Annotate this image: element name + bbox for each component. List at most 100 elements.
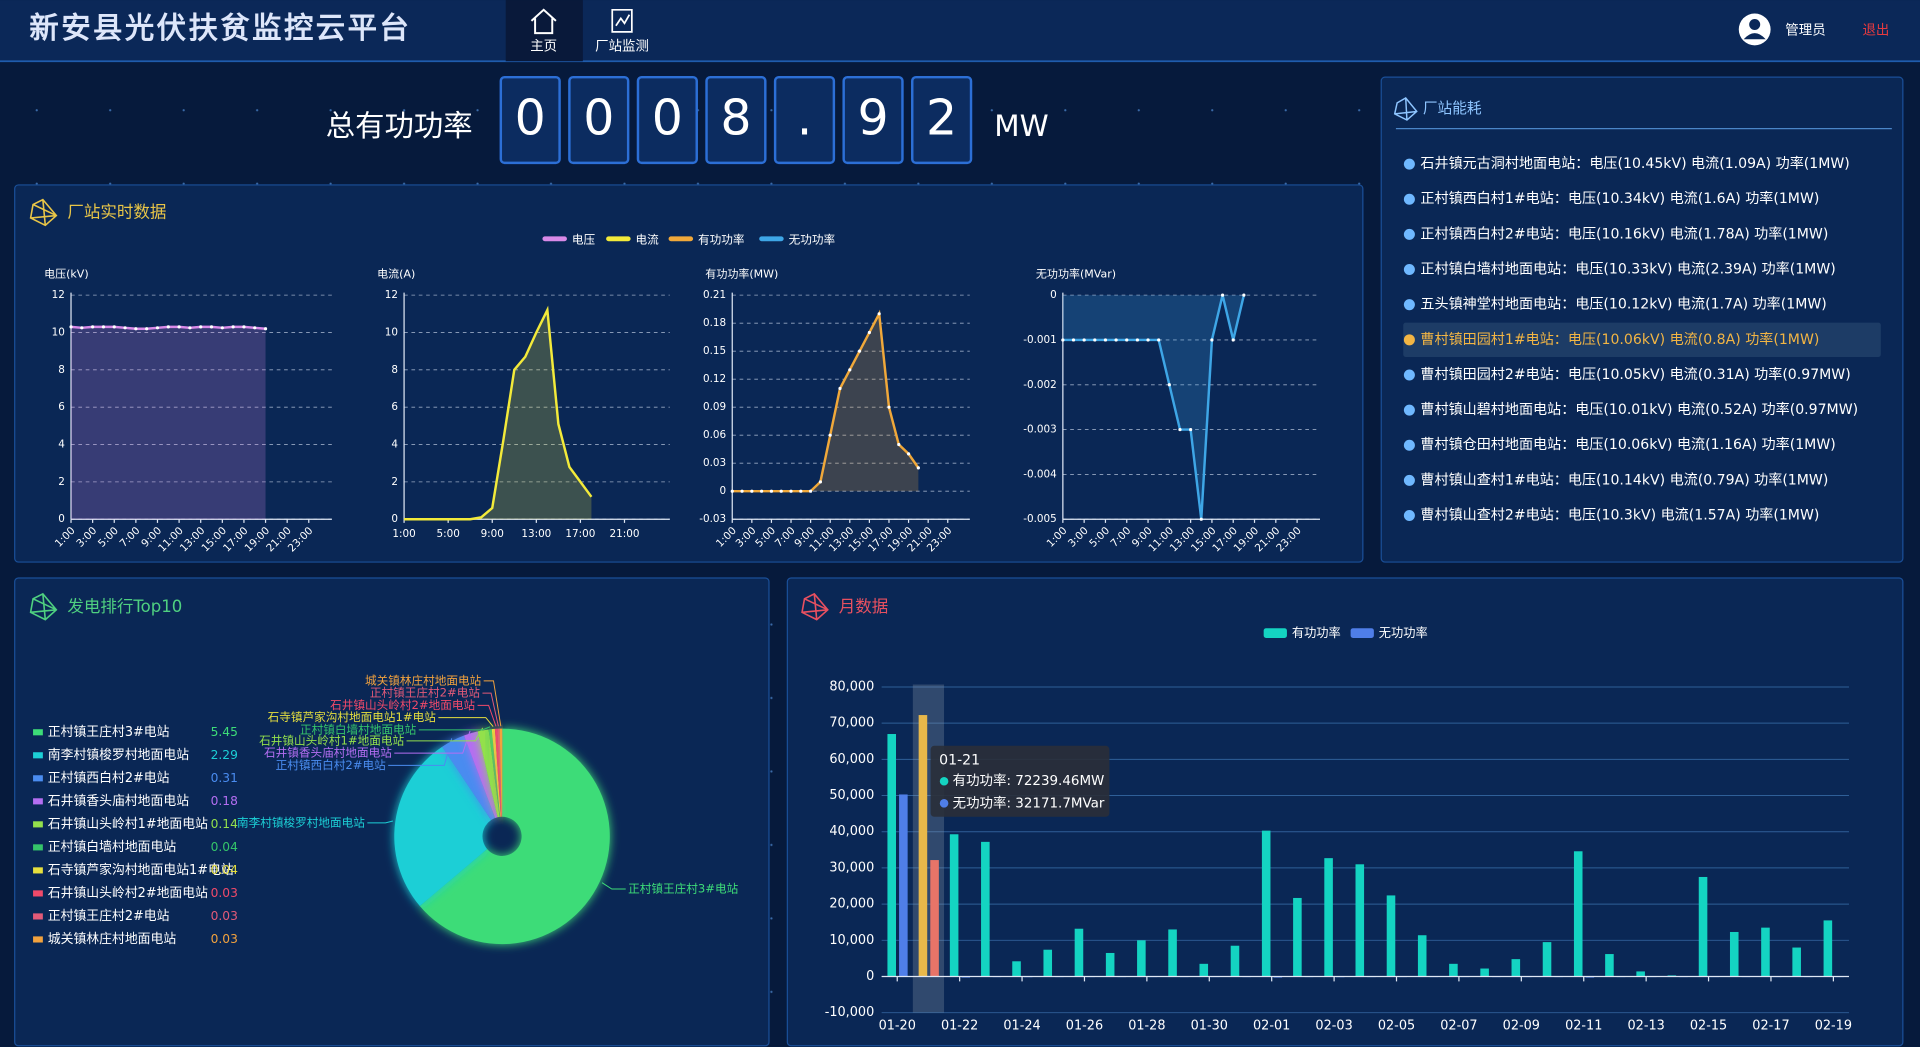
pie-slice	[419, 728, 610, 945]
y-tick-label: 0	[866, 969, 874, 984]
y-tick-label: 0.18	[703, 317, 726, 329]
y-tick-label: -0.005	[1023, 513, 1057, 525]
point	[828, 433, 832, 437]
y-tick-label: -0.001	[1023, 334, 1057, 346]
area	[1062, 295, 1244, 520]
user-name: 管理员	[1785, 23, 1825, 39]
point	[730, 489, 734, 493]
bar	[1573, 851, 1583, 977]
station-item: 曹村镇田园村1#电站：电压(10.06kV) 电流(0.8A) 功率(1MW)	[1420, 331, 1819, 348]
legend-value: 0.03	[211, 886, 238, 900]
legend-value: 5.45	[211, 725, 238, 739]
y-tick-label: 12	[52, 289, 65, 301]
digit: .	[797, 90, 813, 147]
point	[80, 326, 84, 330]
point	[1178, 427, 1182, 432]
bar	[981, 841, 990, 977]
area	[71, 326, 266, 520]
y-tick-label: 60,000	[829, 752, 874, 767]
slice-label: 城关镇林庄村地面电站	[365, 673, 482, 687]
y-tick-label: 8	[58, 364, 65, 376]
x-tick-label: 02-19	[1815, 1019, 1852, 1034]
pie-slice	[464, 731, 498, 819]
point	[123, 326, 127, 330]
y-tick-label: 4	[58, 439, 65, 451]
logout[interactable]: 退出	[1862, 23, 1889, 39]
legend-label: 正村镇王庄村2#电站	[48, 908, 170, 924]
bar	[1511, 959, 1521, 977]
bar	[1636, 971, 1645, 977]
point	[1210, 338, 1214, 342]
bar	[1542, 942, 1552, 977]
station-item: 曹村镇田园村2#电站：电压(10.05kV) 电流(0.31A) 功率(0.97…	[1420, 366, 1850, 383]
list-dot	[1403, 264, 1415, 276]
hover-band	[912, 684, 945, 1013]
y-tick-label: 10	[52, 326, 65, 338]
y-tick-label: 0.06	[703, 429, 726, 441]
app-title: 新安县光伏扶贫监控云平台	[29, 11, 411, 45]
y-tick-label: 0	[719, 485, 726, 497]
y-tick-label: 10	[385, 326, 398, 338]
station-item: 曹村镇山查村1#电站：电压(10.14kV) 电流(0.79A) 功率(1MW)	[1420, 471, 1828, 488]
pie-slice	[494, 728, 502, 817]
pie-slice	[394, 746, 492, 906]
user-avatar-body	[1743, 33, 1766, 40]
y-tick-label: 0	[391, 513, 398, 525]
label-line	[601, 882, 626, 890]
y-tick-label: 0.15	[703, 345, 726, 357]
panel-ranking	[14, 577, 770, 1047]
label-line	[483, 680, 502, 727]
list-dot	[1403, 474, 1415, 486]
label-line	[418, 726, 491, 731]
bar	[1729, 931, 1739, 977]
y-tick-label: 0.03	[703, 457, 726, 469]
panel-title: 月数据	[839, 597, 889, 616]
y-tick-label: 12	[385, 289, 398, 301]
panel-icon	[801, 592, 829, 621]
point	[916, 466, 920, 470]
area	[404, 310, 592, 520]
point	[818, 480, 822, 484]
slice-label: 正村镇白墙村地面电站	[300, 722, 417, 736]
bar	[1823, 920, 1833, 977]
legend-marker	[33, 775, 43, 782]
station-item: 石井镇元古洞村地面电站：电压(10.45kV) 电流(1.09A) 功率(1MW…	[1420, 155, 1849, 172]
bar	[1230, 945, 1240, 977]
slice-label: 南李村镇梭罗村地面电站	[237, 815, 365, 829]
point	[760, 489, 764, 493]
x-tick-label: 13:00	[521, 528, 551, 540]
x-tick-label: 02-03	[1315, 1019, 1352, 1034]
x-tick-label: 02-15	[1690, 1019, 1727, 1034]
digit-box	[773, 75, 836, 165]
legend-value: 0.03	[211, 932, 238, 946]
point	[1082, 338, 1086, 342]
x-tick-label: 02-17	[1752, 1019, 1789, 1034]
y-tick-label: 0.12	[703, 373, 726, 385]
list-dot	[1403, 439, 1415, 451]
y-tick-label: 10,000	[829, 933, 874, 948]
y-tick-label: 50,000	[829, 788, 874, 803]
bar	[1605, 954, 1614, 977]
nav-monitor[interactable]: 厂站监测	[595, 39, 649, 55]
legend-label: 无功功率	[1379, 625, 1428, 640]
bar	[1168, 929, 1177, 977]
point	[877, 312, 881, 316]
monitor-icon	[611, 8, 633, 33]
panel-title: 厂站能耗	[1423, 100, 1482, 117]
legend-marker	[668, 236, 694, 242]
digit: 9	[857, 90, 888, 147]
label-line	[367, 820, 394, 824]
point	[1103, 338, 1108, 342]
y-tick-label: 0.21	[703, 289, 726, 301]
panel-title: 厂站实时数据	[67, 203, 166, 222]
axis-name: 无功功率(MVar)	[1036, 266, 1116, 280]
highlight-row	[1403, 322, 1881, 357]
digit-box	[842, 75, 904, 165]
nav-home[interactable]: 主页	[530, 39, 557, 55]
point	[209, 325, 214, 329]
bar	[1293, 897, 1302, 977]
list-dot	[1403, 299, 1415, 311]
digit-box	[636, 75, 698, 165]
point	[1146, 338, 1150, 342]
x-tick-label: 21:00	[610, 528, 640, 540]
